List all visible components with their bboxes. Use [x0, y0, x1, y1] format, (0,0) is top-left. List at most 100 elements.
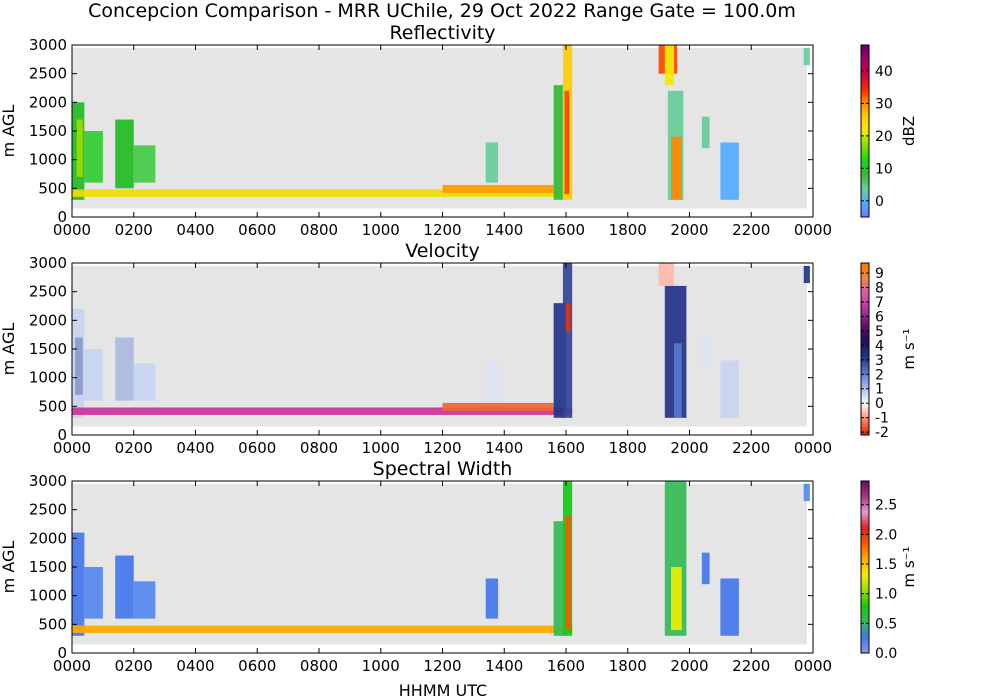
data-region-17: [803, 47, 810, 66]
colorbar-tick-label: 1.0: [875, 587, 897, 603]
x-tick-label: 0600: [238, 439, 276, 457]
y-tick-label: 1000: [29, 151, 67, 169]
x-tick-label: 1400: [485, 657, 523, 675]
data-region-11: [701, 552, 710, 585]
colorbar-tick-label: 2.5: [875, 498, 897, 514]
data-region-13: [803, 483, 810, 502]
colorbar-label: m s⁻¹: [900, 546, 918, 587]
y-tick-label: 2500: [29, 65, 67, 83]
data-region-10: [670, 567, 682, 631]
x-tick-label: 0000: [53, 439, 91, 457]
x-tick-label: 1800: [609, 221, 647, 239]
data-region-15: [720, 360, 739, 418]
data-background: [72, 265, 807, 427]
colorbar: [860, 262, 870, 436]
y-tick-label: 0: [57, 426, 67, 444]
x-tick-label: 2000: [670, 221, 708, 239]
x-tick-label: 0600: [238, 657, 276, 675]
data-region-13: [674, 343, 682, 418]
colorbar-tick-label: 3: [875, 353, 884, 369]
data-region-3: [115, 119, 134, 189]
x-tick-label: 0800: [300, 221, 338, 239]
colorbar-tick-label: 1: [875, 382, 884, 398]
x-tick-label: 1000: [362, 221, 400, 239]
y-tick-label: 2000: [29, 93, 67, 111]
data-region-1: [76, 119, 83, 177]
x-tick-label: 0000: [53, 221, 91, 239]
x-tick-label: 1200: [423, 221, 461, 239]
data-region-5: [72, 189, 573, 197]
x-tick-label: 1600: [547, 221, 585, 239]
y-tick-label: 3000: [29, 472, 67, 490]
colorbar: [860, 44, 870, 218]
colorbar-tick-label: 0.5: [875, 616, 897, 632]
colorbar-tick-label: 5: [875, 324, 884, 340]
colorbar-tick-label: 0.0: [875, 646, 897, 662]
data-region-5: [485, 578, 499, 619]
data-region-14: [701, 334, 710, 367]
colorbar-tick-label: 1.5: [875, 557, 897, 573]
y-tick-label: 3000: [29, 36, 67, 54]
x-tick-label: 1600: [547, 439, 585, 457]
x-tick-label: 0800: [300, 439, 338, 457]
panel-title: Spectral Width: [373, 458, 513, 480]
data-background: [72, 47, 807, 209]
colorbar-tick-label: 7: [875, 295, 884, 311]
y-tick-label: 1500: [29, 122, 67, 140]
y-tick-label: 1000: [29, 369, 67, 387]
x-tick-label: 0200: [115, 657, 153, 675]
x-tick-label: 2000: [670, 657, 708, 675]
y-tick-label: 2500: [29, 283, 67, 301]
data-region-1: [75, 337, 83, 395]
panel-title: Reflectivity: [389, 22, 495, 44]
y-tick-label: 2500: [29, 501, 67, 519]
y-tick-label: 3000: [29, 254, 67, 272]
y-tick-label: 1500: [29, 558, 67, 576]
colorbar-tick-label: 20: [875, 129, 893, 145]
colorbar-tick-label: 10: [875, 161, 893, 177]
figure-suptitle: Concepcion Comparison - MRR UChile, 29 O…: [88, 0, 796, 22]
data-region-2: [84, 131, 103, 183]
colorbar-tick-label: -1: [875, 411, 889, 427]
data-region-1: [84, 567, 103, 619]
colorbar-tick-label: 2: [875, 367, 884, 383]
y-axis-label: m AGL: [0, 105, 18, 158]
x-tick-label: 2200: [732, 657, 770, 675]
x-tick-label: 1800: [609, 657, 647, 675]
data-region-4: [133, 145, 156, 183]
data-region-6: [442, 402, 554, 411]
data-region-3: [115, 337, 134, 401]
data-region-9: [562, 263, 573, 418]
x-tick-label: 0400: [176, 221, 214, 239]
colorbar-tick-label: 40: [875, 64, 893, 80]
colorbar-tick-label: 4: [875, 338, 884, 354]
x-tick-label: 0000: [794, 221, 832, 239]
colorbar-label: dBZ: [900, 116, 918, 146]
data-region-3: [133, 581, 156, 619]
x-tick-label: 2000: [670, 439, 708, 457]
data-region-4: [133, 363, 156, 401]
data-region-10: [564, 90, 570, 195]
data-region-2: [115, 555, 134, 619]
y-tick-label: 2000: [29, 529, 67, 547]
y-tick-label: 500: [38, 397, 67, 415]
x-tick-label: 0000: [53, 657, 91, 675]
y-tick-label: 0: [57, 644, 67, 662]
y-tick-label: 0: [57, 208, 67, 226]
data-region-11: [658, 263, 675, 286]
colorbar-tick-label: 9: [875, 266, 884, 282]
data-region-0: [72, 532, 85, 636]
x-tick-label: 1600: [547, 657, 585, 675]
colorbar-label: m s⁻¹: [900, 328, 918, 369]
x-tick-label: 0200: [115, 221, 153, 239]
data-region-16: [720, 142, 739, 200]
panel-title: Velocity: [405, 240, 480, 262]
data-background: [72, 483, 807, 645]
data-region-8: [553, 85, 563, 200]
x-tick-label: 0600: [238, 221, 276, 239]
x-tick-label: 1000: [362, 657, 400, 675]
data-region-7: [485, 360, 499, 401]
x-tick-label: 0000: [794, 657, 832, 675]
